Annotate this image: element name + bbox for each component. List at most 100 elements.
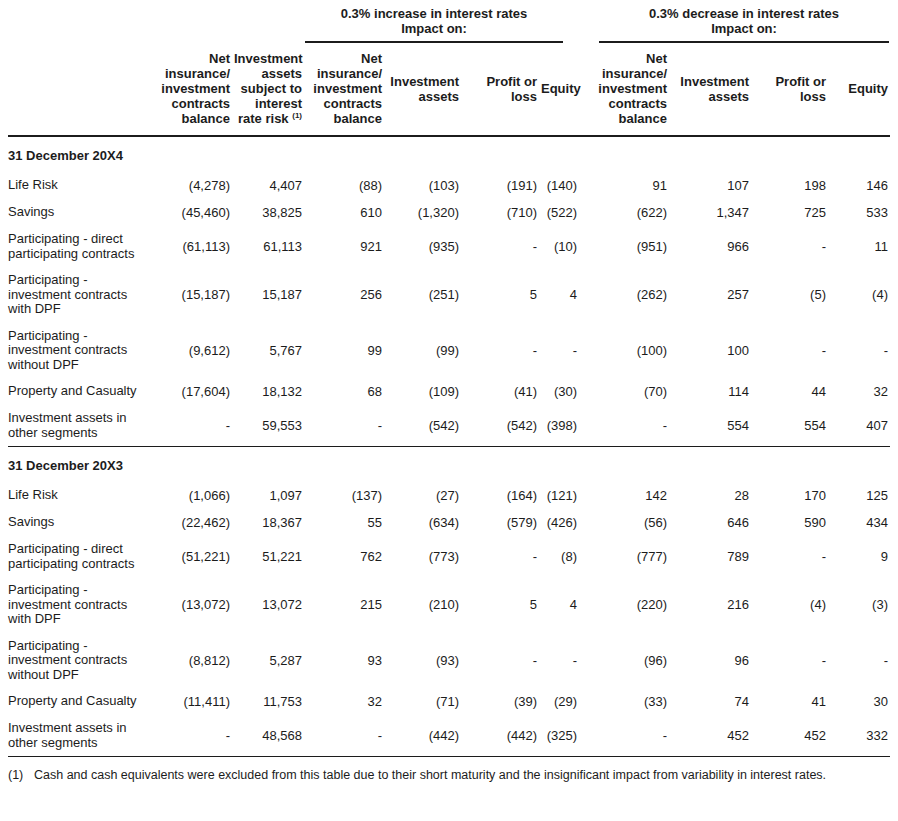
cell-equity-increase: (398) (539, 405, 579, 447)
row-label: Participating - investment contracts wit… (8, 633, 150, 689)
cell-net-insurance-investment-contracts-balance-base: - (150, 405, 232, 447)
row-label: Investment assets in other segments (8, 715, 150, 757)
table-row: Investment assets in other segments-48,5… (8, 715, 890, 757)
cell-investment-assets-decrease: 452 (669, 715, 751, 757)
cell-net-insurance-investment-contracts-balance-decrease: (100) (579, 323, 669, 379)
cell-investment-assets-increase: (542) (384, 405, 461, 447)
cell-net-insurance-investment-contracts-balance-increase: 93 (304, 633, 384, 689)
cell-investment-assets-subject-to-interest-rate-risk: 5,767 (232, 323, 304, 379)
cell-profit-or-loss-decrease: - (751, 226, 828, 267)
cell-profit-or-loss-increase: 5 (461, 267, 539, 323)
cell-net-insurance-investment-contracts-balance-base: (9,612) (150, 323, 232, 379)
row-label: Property and Casualty (8, 378, 150, 405)
cell-investment-assets-decrease: 100 (669, 323, 751, 379)
cell-net-insurance-investment-contracts-balance-base: (1,066) (150, 482, 232, 509)
column-header-profit-or-loss-increase: Profit or loss (461, 43, 539, 136)
cell-investment-assets-decrease: 74 (669, 688, 751, 715)
table-row: Participating - investment contracts wit… (8, 323, 890, 379)
cell-investment-assets-increase: (935) (384, 226, 461, 267)
cell-investment-assets-decrease: 216 (669, 577, 751, 633)
cell-net-insurance-investment-contracts-balance-base: (4,278) (150, 172, 232, 199)
table-row: Participating - investment contracts wit… (8, 267, 890, 323)
cell-investment-assets-decrease: 114 (669, 378, 751, 405)
cell-net-insurance-investment-contracts-balance-decrease: (262) (579, 267, 669, 323)
cell-profit-or-loss-decrease: 41 (751, 688, 828, 715)
table-row: Property and Casualty(17,604)18,13268(10… (8, 378, 890, 405)
table-row: Savings(22,462)18,36755(634)(579)(426)(5… (8, 509, 890, 536)
cell-investment-assets-subject-to-interest-rate-risk: 5,287 (232, 633, 304, 689)
cell-net-insurance-investment-contracts-balance-decrease: (70) (579, 378, 669, 405)
cell-investment-assets-decrease: 966 (669, 226, 751, 267)
cell-profit-or-loss-increase: - (461, 226, 539, 267)
column-header-row: Net insurance/ investment contracts bala… (8, 43, 890, 136)
cell-equity-decrease: (4) (828, 267, 890, 323)
cell-profit-or-loss-decrease: - (751, 323, 828, 379)
cell-net-insurance-investment-contracts-balance-increase: - (304, 715, 384, 757)
cell-net-insurance-investment-contracts-balance-base: (11,411) (150, 688, 232, 715)
column-header-equity-decrease: Equity (828, 43, 890, 136)
cell-equity-increase: (29) (539, 688, 579, 715)
cell-equity-increase: 4 (539, 267, 579, 323)
cell-net-insurance-investment-contracts-balance-increase: (88) (304, 172, 384, 199)
table-row: Property and Casualty(11,411)11,75332(71… (8, 688, 890, 715)
cell-equity-increase: (325) (539, 715, 579, 757)
cell-net-insurance-investment-contracts-balance-base: (22,462) (150, 509, 232, 536)
cell-equity-increase: (140) (539, 172, 579, 199)
table-row: Participating - investment contracts wit… (8, 633, 890, 689)
cell-investment-assets-subject-to-interest-rate-risk: 15,187 (232, 267, 304, 323)
cell-investment-assets-decrease: 554 (669, 405, 751, 447)
cell-net-insurance-investment-contracts-balance-increase: 762 (304, 536, 384, 577)
cell-net-insurance-investment-contracts-balance-increase: 68 (304, 378, 384, 405)
row-label: Investment assets in other segments (8, 405, 150, 447)
cell-equity-increase: (10) (539, 226, 579, 267)
cell-investment-assets-increase: (773) (384, 536, 461, 577)
footnote: (1) Cash and cash equivalents were exclu… (8, 757, 890, 783)
column-header-net-insurance-investment-contracts-balance-decrease: Net insurance/ investment contracts bala… (579, 43, 669, 136)
cell-net-insurance-investment-contracts-balance-decrease: - (579, 715, 669, 757)
cell-net-insurance-investment-contracts-balance-increase: 32 (304, 688, 384, 715)
row-label: Life Risk (8, 172, 150, 199)
cell-investment-assets-decrease: 257 (669, 267, 751, 323)
cell-equity-decrease: 146 (828, 172, 890, 199)
cell-profit-or-loss-increase: (39) (461, 688, 539, 715)
cell-profit-or-loss-increase: (191) (461, 172, 539, 199)
cell-profit-or-loss-increase: 5 (461, 577, 539, 633)
footnote-text: Cash and cash equivalents were excluded … (34, 768, 890, 783)
group-header-row: 0.3% increase in interest rates Impact o… (8, 6, 890, 43)
group-title-increase: 0.3% increase in interest rates (305, 6, 563, 21)
cell-profit-or-loss-increase: (164) (461, 482, 539, 509)
cell-net-insurance-investment-contracts-balance-decrease: (951) (579, 226, 669, 267)
column-header-investment-assets-increase: Investment assets (384, 43, 461, 136)
cell-investment-assets-decrease: 646 (669, 509, 751, 536)
column-header-profit-or-loss-decrease: Profit or loss (751, 43, 828, 136)
group-header-decrease: 0.3% decrease in interest rates Impact o… (579, 6, 890, 43)
group-header-spacer (8, 6, 304, 43)
cell-investment-assets-subject-to-interest-rate-risk: 1,097 (232, 482, 304, 509)
cell-profit-or-loss-increase: (542) (461, 405, 539, 447)
cell-investment-assets-decrease: 96 (669, 633, 751, 689)
group-subtitle-decrease: Impact on: (599, 21, 889, 36)
cell-net-insurance-investment-contracts-balance-base: (15,187) (150, 267, 232, 323)
footnote-marker: (1) (8, 768, 34, 783)
cell-equity-decrease: 9 (828, 536, 890, 577)
cell-profit-or-loss-increase: - (461, 323, 539, 379)
cell-equity-decrease: 30 (828, 688, 890, 715)
cell-profit-or-loss-increase: - (461, 536, 539, 577)
cell-investment-assets-decrease: 107 (669, 172, 751, 199)
cell-profit-or-loss-decrease: - (751, 536, 828, 577)
cell-investment-assets-increase: (634) (384, 509, 461, 536)
row-label: Participating - investment contracts wit… (8, 267, 150, 323)
cell-investment-assets-increase: (99) (384, 323, 461, 379)
cell-profit-or-loss-decrease: 198 (751, 172, 828, 199)
cell-net-insurance-investment-contracts-balance-base: (8,812) (150, 633, 232, 689)
cell-investment-assets-subject-to-interest-rate-risk: 59,553 (232, 405, 304, 447)
cell-net-insurance-investment-contracts-balance-base: (45,460) (150, 199, 232, 226)
cell-investment-assets-subject-to-interest-rate-risk: 4,407 (232, 172, 304, 199)
cell-investment-assets-increase: (71) (384, 688, 461, 715)
cell-net-insurance-investment-contracts-balance-decrease: 142 (579, 482, 669, 509)
cell-net-insurance-investment-contracts-balance-increase: 55 (304, 509, 384, 536)
cell-net-insurance-investment-contracts-balance-decrease: (777) (579, 536, 669, 577)
cell-net-insurance-investment-contracts-balance-increase: - (304, 405, 384, 447)
table-row: Participating - direct participating con… (8, 226, 890, 267)
cell-profit-or-loss-decrease: (4) (751, 577, 828, 633)
